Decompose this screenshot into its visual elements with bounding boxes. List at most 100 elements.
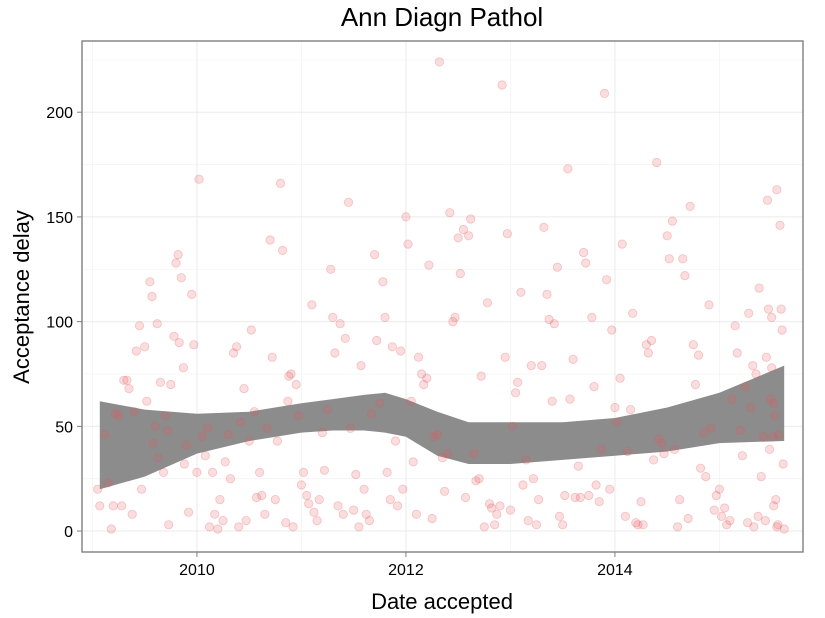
data-point bbox=[497, 80, 507, 90]
data-point bbox=[560, 490, 570, 501]
data-point bbox=[693, 350, 704, 360]
data-point bbox=[380, 312, 390, 322]
data-point bbox=[236, 417, 246, 427]
data-point bbox=[754, 283, 764, 293]
data-point bbox=[770, 411, 780, 421]
data-point bbox=[463, 231, 474, 241]
data-point bbox=[768, 432, 778, 442]
data-point bbox=[704, 300, 714, 310]
data-point bbox=[563, 164, 573, 174]
data-point bbox=[727, 394, 737, 404]
x-tick-label: 2012 bbox=[388, 562, 424, 579]
data-point bbox=[411, 509, 421, 519]
data-point bbox=[667, 216, 678, 226]
data-point bbox=[500, 352, 510, 362]
data-point bbox=[283, 396, 293, 406]
data-point bbox=[277, 245, 288, 255]
chart-title: Ann Diagn Pathol bbox=[341, 2, 543, 32]
data-point bbox=[450, 312, 460, 322]
data-point bbox=[390, 436, 401, 446]
data-point bbox=[636, 497, 646, 507]
data-point bbox=[304, 499, 314, 509]
data-point bbox=[688, 340, 698, 350]
data-point bbox=[427, 513, 437, 524]
data-point bbox=[654, 434, 664, 444]
data-point bbox=[518, 480, 528, 490]
data-point bbox=[751, 369, 761, 379]
data-point bbox=[129, 407, 139, 417]
data-points bbox=[93, 57, 789, 534]
data-point bbox=[148, 438, 158, 448]
data-point bbox=[709, 505, 719, 515]
data-point bbox=[625, 404, 636, 415]
data-point bbox=[455, 268, 465, 279]
data-point bbox=[699, 427, 709, 438]
data-point bbox=[204, 522, 215, 532]
data-point bbox=[249, 407, 259, 417]
data-point bbox=[777, 325, 787, 335]
data-point bbox=[769, 398, 779, 408]
data-point bbox=[284, 371, 294, 381]
data-point bbox=[730, 321, 740, 331]
data-point bbox=[262, 423, 272, 433]
data-point bbox=[756, 471, 766, 482]
data-point bbox=[646, 335, 657, 346]
data-point bbox=[281, 518, 291, 528]
data-point bbox=[746, 402, 756, 413]
data-point bbox=[140, 342, 150, 352]
data-point bbox=[293, 411, 303, 421]
data-point bbox=[375, 398, 385, 408]
data-point bbox=[774, 430, 784, 440]
data-point bbox=[270, 494, 280, 505]
data-point bbox=[173, 250, 183, 260]
data-point bbox=[445, 208, 455, 218]
data-point bbox=[192, 467, 202, 477]
data-point bbox=[596, 444, 606, 454]
data-point bbox=[419, 379, 429, 390]
data-point bbox=[678, 254, 688, 264]
data-point bbox=[610, 402, 620, 413]
data-point bbox=[251, 492, 262, 503]
data-point bbox=[142, 396, 152, 406]
data-point bbox=[359, 484, 369, 494]
data-point bbox=[317, 427, 327, 438]
data-point bbox=[296, 480, 306, 490]
x-tick-label: 2014 bbox=[597, 562, 633, 579]
data-point bbox=[424, 260, 434, 270]
data-point bbox=[589, 381, 599, 392]
data-point bbox=[495, 501, 505, 511]
data-point bbox=[528, 474, 539, 484]
data-point bbox=[620, 511, 631, 522]
data-point bbox=[641, 340, 651, 350]
data-point bbox=[516, 287, 526, 297]
data-point bbox=[513, 377, 523, 387]
data-point bbox=[767, 312, 777, 322]
data-point bbox=[631, 518, 641, 528]
data-point bbox=[443, 448, 453, 459]
data-point bbox=[575, 492, 586, 503]
data-point bbox=[749, 522, 759, 532]
data-point bbox=[695, 463, 706, 473]
data-point bbox=[584, 490, 594, 501]
data-point bbox=[542, 289, 552, 299]
data-point bbox=[176, 273, 186, 283]
data-point bbox=[265, 235, 275, 245]
data-point bbox=[416, 369, 427, 379]
data-point bbox=[643, 348, 654, 358]
data-point bbox=[218, 515, 228, 526]
data-point bbox=[732, 348, 742, 358]
data-point bbox=[322, 404, 333, 415]
data-point bbox=[213, 524, 223, 534]
data-point bbox=[387, 342, 397, 352]
data-point bbox=[779, 524, 789, 534]
data-point bbox=[114, 411, 124, 421]
data-point bbox=[378, 277, 388, 287]
data-point bbox=[748, 360, 758, 371]
data-point bbox=[134, 321, 145, 331]
y-tick-label: 0 bbox=[64, 524, 73, 541]
data-point bbox=[778, 459, 788, 469]
data-point bbox=[479, 522, 489, 532]
data-point bbox=[401, 212, 411, 222]
data-point bbox=[675, 494, 685, 505]
data-point bbox=[648, 455, 659, 465]
